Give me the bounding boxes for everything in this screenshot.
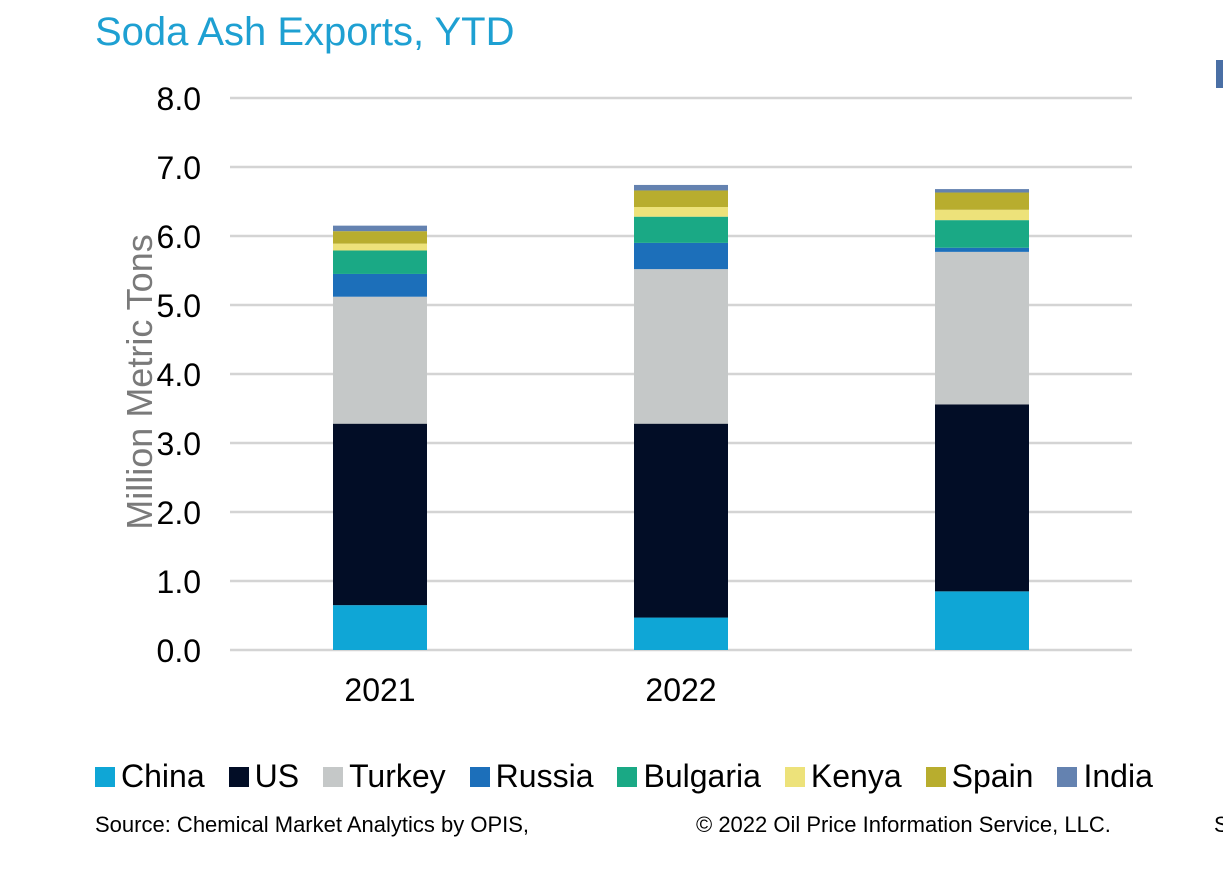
bar-segment-kenya: [935, 209, 1029, 221]
legend-label: Bulgaria: [643, 758, 761, 794]
y-tick-label: 8.0: [157, 81, 201, 117]
legend-item-kenya: Kenya: [784, 758, 902, 795]
bar-segment-us: [333, 423, 427, 606]
bar-segment-turkey: [333, 296, 427, 424]
bar-segment-china: [634, 617, 728, 650]
y-tick-label: 5.0: [157, 288, 201, 324]
chart-title: Soda Ash Exports, YTD: [95, 10, 515, 54]
bar-segment-kenya: [634, 207, 728, 217]
bar-segment-russia: [333, 273, 427, 297]
x-tick-labels: 2021 2022: [344, 672, 716, 708]
y-tick-label: 3.0: [157, 426, 201, 462]
x-tick-label: 2021: [344, 672, 415, 708]
bar-segment-kenya: [333, 243, 427, 251]
y-axis-label: Million Metric Tons: [119, 234, 160, 529]
y-tick-label: 1.0: [157, 564, 201, 600]
copyright-note: © 2022 Oil Price Information Service, LL…: [696, 812, 1111, 837]
y-tick-label: 2.0: [157, 495, 201, 531]
legend: China US Turkey Russia Bulgaria Kenya Spain Ind…: [95, 758, 1177, 795]
x-tick-label: 2022: [645, 672, 716, 708]
legend-label: Russia: [495, 758, 594, 794]
legend-label: China: [121, 758, 205, 794]
bar-segment-russia: [634, 242, 728, 270]
bar-segment-spain: [634, 190, 728, 208]
bar-segment-spain: [935, 192, 1029, 210]
bar-segment-russia: [935, 247, 1029, 252]
cropped-footer-text: S: [1214, 812, 1223, 837]
bar-segment-bulgaria: [935, 220, 1029, 248]
bar-segment-china: [935, 591, 1029, 650]
legend-item-bulgaria: Bulgaria: [617, 758, 761, 795]
bar-segment-turkey: [935, 251, 1029, 405]
bar-segment-india: [333, 225, 427, 232]
legend-label: Kenya: [810, 758, 902, 794]
legend-item-russia: Russia: [469, 758, 594, 795]
source-note: Source: Chemical Market Analytics by OPI…: [95, 812, 530, 837]
legend-swatch: [323, 766, 344, 787]
stacked-bar-chart: 0.0 1.0 2.0 3.0 4.0 5.0 6.0 7.0 8.0 2021 2022 Mil…: [119, 81, 1132, 708]
legend-swatch: [1057, 766, 1078, 787]
legend-swatch: [925, 766, 946, 787]
legend-swatch: [617, 766, 638, 787]
legend-item-india: India: [1057, 758, 1153, 795]
legend-swatch: [469, 766, 490, 787]
legend-item-turkey: Turkey: [323, 758, 446, 795]
bar-segment-bulgaria: [333, 250, 427, 274]
legend-item-china: China: [95, 758, 205, 795]
legend-swatch: [95, 766, 115, 787]
cropped-legend-marker: [1216, 60, 1223, 88]
legend-label: Spain: [951, 758, 1034, 794]
legend-label: US: [254, 758, 300, 794]
bar-segment-spain: [333, 231, 427, 244]
bar-segment-us: [935, 404, 1029, 592]
legend-swatch: [228, 766, 249, 787]
bars: [333, 184, 1029, 650]
bar-segment-us: [634, 423, 728, 618]
y-tick-label: 0.0: [157, 633, 201, 669]
y-tick-label: 6.0: [157, 219, 201, 255]
legend-item-spain: Spain: [925, 758, 1034, 795]
bar-segment-china: [333, 605, 427, 650]
bar-segment-bulgaria: [634, 216, 728, 243]
legend-label: India: [1083, 758, 1153, 794]
y-tick-label: 7.0: [157, 150, 201, 186]
y-tick-labels: 0.0 1.0 2.0 3.0 4.0 5.0 6.0 7.0 8.0: [157, 81, 201, 669]
bar-segment-india: [935, 189, 1029, 193]
bar-segment-turkey: [634, 269, 728, 424]
legend-label: Turkey: [349, 758, 446, 794]
legend-swatch: [784, 766, 805, 787]
bar-segment-india: [634, 184, 728, 191]
legend-item-us: US: [228, 758, 300, 795]
y-tick-label: 4.0: [157, 357, 201, 393]
